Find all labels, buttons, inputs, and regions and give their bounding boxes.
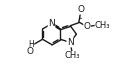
Text: N: N xyxy=(67,38,74,47)
Text: O: O xyxy=(84,22,91,31)
Text: CH₃: CH₃ xyxy=(95,21,110,30)
Text: CH₃: CH₃ xyxy=(64,51,80,60)
Text: O: O xyxy=(77,5,84,14)
Text: O: O xyxy=(26,47,33,56)
Text: H: H xyxy=(28,40,34,49)
Text: N: N xyxy=(48,19,55,28)
